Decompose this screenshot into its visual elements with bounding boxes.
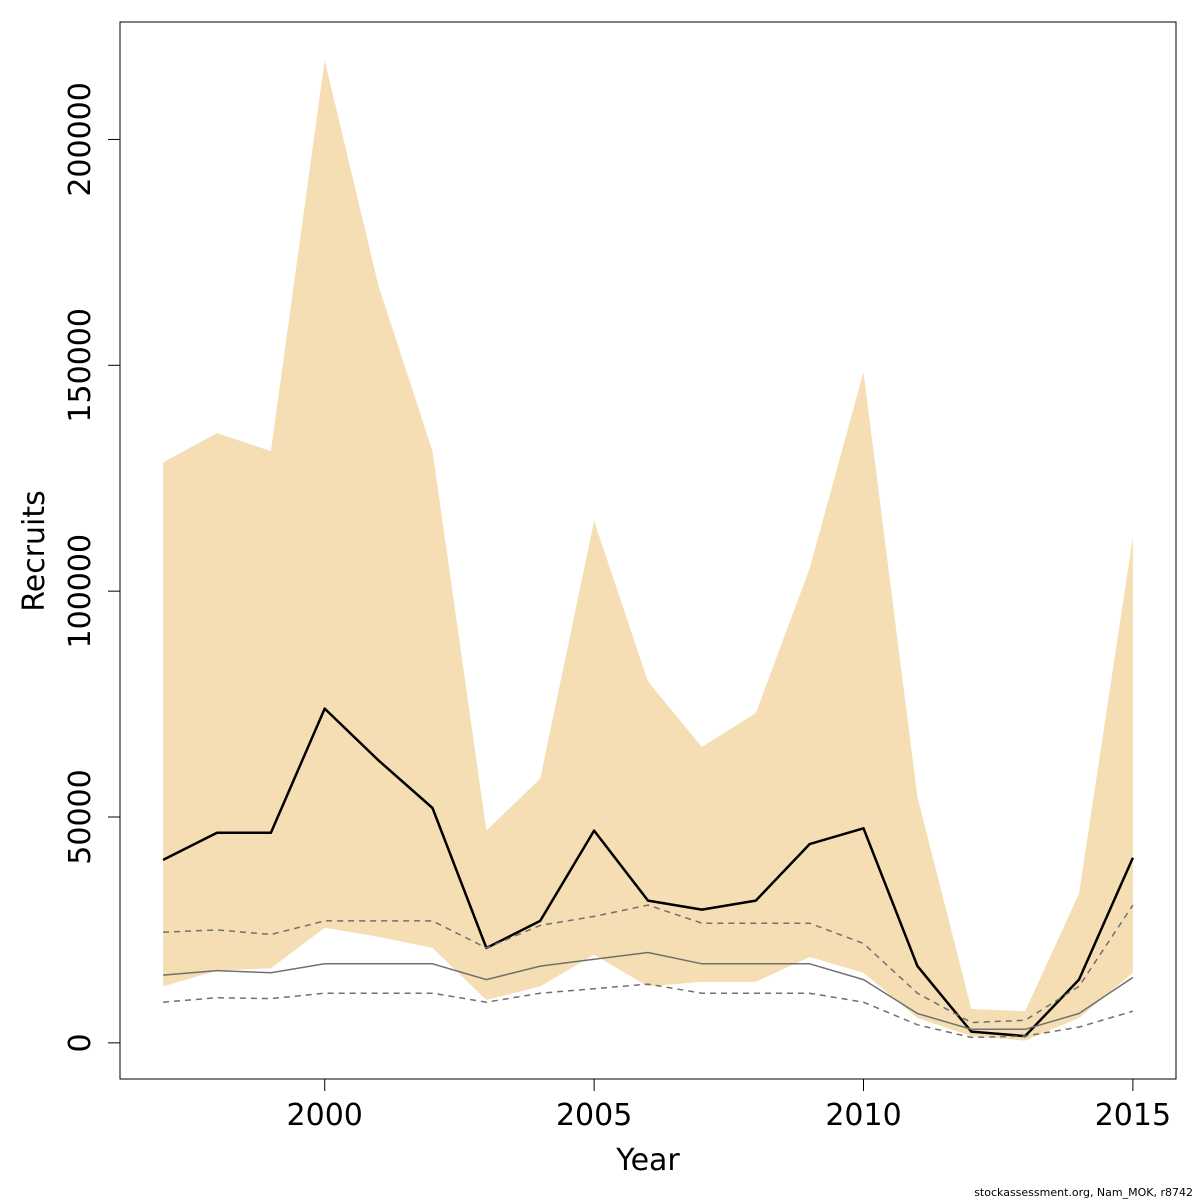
y-tick-label: 200000 (63, 82, 98, 197)
series-line-1 (162, 707, 1135, 1038)
x-tick-label: 2015 (1095, 1098, 1171, 1133)
series-layer (162, 707, 1135, 1039)
plot-frame (119, 21, 1177, 1080)
x-axis-title: Year (615, 1143, 680, 1178)
x-tick-label: 2010 (825, 1098, 901, 1133)
confidence-band (163, 60, 1133, 1041)
x-axis: 2000 2005 2010 2015 (287, 1079, 1171, 1133)
x-tick-label: 2000 (287, 1098, 363, 1133)
y-axis: 0 50000 100000 150000 200000 (63, 82, 120, 1052)
y-tick-label: 50000 (63, 769, 98, 864)
series-line-3 (163, 951, 1134, 1031)
y-tick-label: 150000 (63, 308, 98, 423)
x-tick-label: 2005 (556, 1098, 632, 1133)
series-line-4 (163, 983, 1134, 1039)
footer-credit: stockassessment.org, Nam_MOK, r8742 (974, 1186, 1193, 1199)
confidence-band-layer (163, 60, 1133, 1041)
y-tick-label: 0 (63, 1033, 98, 1052)
y-tick-label: 100000 (63, 534, 98, 649)
y-axis-title: Recruits (17, 490, 52, 612)
series-line-2 (163, 904, 1134, 1024)
